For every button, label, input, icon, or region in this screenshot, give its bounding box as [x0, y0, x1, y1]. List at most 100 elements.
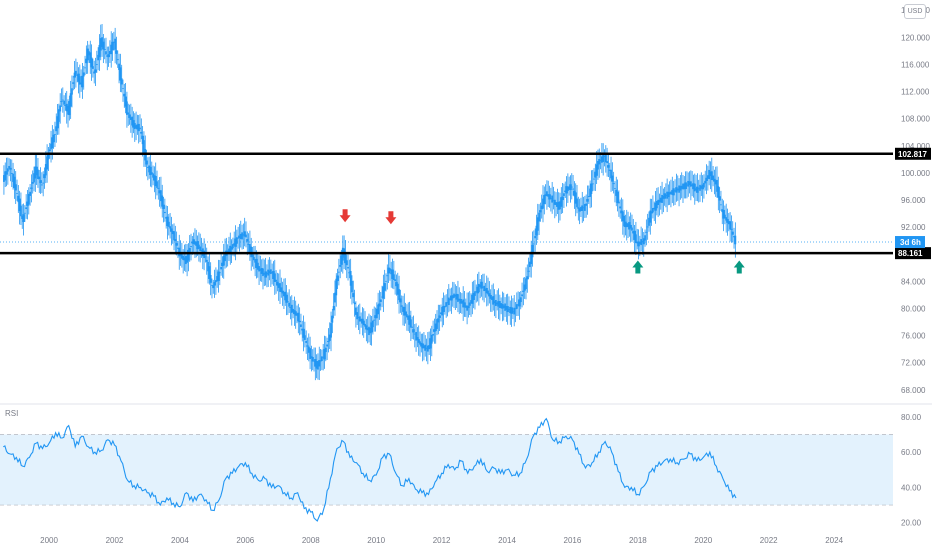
candle-body [471, 294, 474, 304]
candle-body [406, 314, 408, 318]
candle-body [514, 308, 517, 310]
candle-body [649, 210, 652, 223]
candle-body [305, 341, 308, 343]
candle-body [133, 123, 136, 130]
candle-body [284, 291, 287, 301]
candle-body [553, 199, 556, 205]
candle-body [667, 191, 670, 198]
candle-body [700, 185, 703, 189]
candle-body [477, 283, 480, 293]
rsi-label: RSI [5, 409, 19, 418]
candle-body [663, 193, 666, 199]
candle-body [29, 191, 31, 196]
candle-body [107, 54, 110, 58]
candle-body [696, 186, 699, 193]
candle-body [301, 328, 304, 331]
candle-body [72, 82, 75, 84]
candle-body [445, 302, 448, 307]
candle-body [283, 292, 285, 297]
candle-body [352, 293, 355, 298]
candle-body [361, 318, 364, 324]
time-axis-tick: 2000 [40, 536, 58, 545]
time-axis-tick: 2006 [236, 536, 254, 545]
candle-body [314, 358, 317, 367]
candle-body [434, 323, 437, 332]
candle-body [131, 116, 134, 126]
candle-body [54, 134, 56, 135]
candle-body [167, 221, 170, 227]
candle-body [14, 184, 17, 191]
candle-body [91, 66, 94, 69]
candle-body [729, 221, 732, 230]
candle-body [191, 241, 194, 244]
candle-body [513, 307, 516, 315]
candle-body [666, 191, 669, 199]
candle-body [415, 332, 417, 341]
candle-body [632, 231, 635, 234]
candle-body [364, 323, 366, 327]
candle-body [676, 188, 679, 191]
candle-body [648, 217, 650, 226]
candle-body [264, 271, 267, 278]
candle-body [428, 345, 431, 350]
candle-body [580, 206, 582, 212]
candle-body [498, 301, 501, 308]
candle-body [294, 311, 297, 316]
candle-body [339, 264, 342, 267]
candle-body [512, 311, 514, 313]
candle-body [502, 305, 505, 308]
time-axis-tick: 2004 [171, 536, 189, 545]
candle-body [398, 289, 400, 301]
candle-body [146, 166, 149, 168]
candle-body [60, 101, 63, 103]
candle-body [725, 217, 728, 221]
candle-body [68, 101, 71, 116]
level-price-tag: 102.817 [895, 147, 931, 160]
candle-body [624, 221, 627, 228]
candle-body [143, 140, 145, 155]
candle-body [249, 244, 251, 252]
candle-body [617, 201, 620, 204]
currency-badge[interactable]: USD [904, 4, 926, 19]
candle-body [591, 183, 594, 185]
candle-body [205, 259, 208, 262]
candle-body [161, 195, 164, 207]
candle-body [697, 188, 700, 190]
candle-body [102, 41, 105, 50]
last-price-tag: 3d 6h [895, 236, 925, 249]
candle-body [539, 210, 542, 213]
candle-body [139, 127, 141, 130]
candle-body [532, 243, 535, 245]
candle-body [396, 283, 399, 295]
candle-body [701, 184, 704, 190]
candle-body [230, 246, 233, 250]
candle-body [84, 67, 86, 69]
rsi-axis-tick: 80.00 [901, 413, 922, 422]
candle-body [220, 266, 223, 270]
candle-body [56, 116, 59, 129]
time-axis-tick: 2014 [498, 536, 516, 545]
candle-body [708, 169, 711, 180]
candle-body [360, 318, 363, 322]
candle-body [586, 199, 589, 202]
candle-body [460, 301, 463, 304]
candle-body [347, 267, 349, 269]
candle-body [501, 304, 504, 309]
candle-body [44, 164, 47, 176]
candle-body [534, 235, 537, 239]
candle-body [204, 256, 207, 258]
candle-body [116, 59, 119, 61]
candle-body [23, 212, 26, 214]
candle-body [124, 96, 127, 107]
candle-body [224, 251, 226, 262]
candle-body [35, 166, 38, 176]
candle-body [559, 201, 561, 210]
candle-body [721, 209, 724, 213]
candle-body [153, 175, 156, 181]
candle-body [8, 165, 11, 169]
price-axis-tick: 116.000 [901, 60, 930, 69]
candle-body [175, 243, 178, 246]
candle-body [505, 306, 508, 310]
candle-body [412, 329, 415, 333]
